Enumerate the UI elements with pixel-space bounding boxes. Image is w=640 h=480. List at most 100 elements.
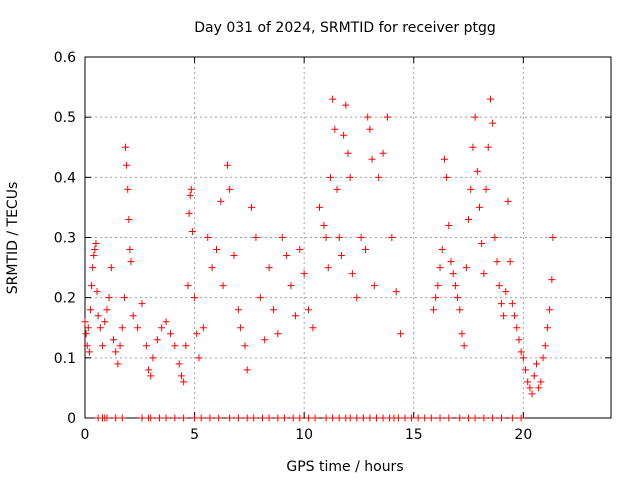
data-point [89, 264, 97, 272]
y-tick-label: 0.5 [54, 110, 76, 126]
data-point [491, 234, 499, 241]
zero-data-point [311, 414, 319, 422]
data-point [309, 324, 317, 332]
data-point [208, 264, 216, 272]
x-tick-label: 5 [190, 427, 199, 443]
data-point [84, 324, 92, 332]
data-point [493, 258, 501, 266]
data-point [447, 258, 455, 266]
data-point [535, 384, 543, 392]
data-point [506, 258, 514, 266]
data-point [454, 294, 462, 302]
data-point [344, 149, 352, 157]
zero-data-point [112, 414, 120, 422]
data-point [467, 185, 475, 193]
zero-data-point [250, 414, 258, 422]
data-point [129, 312, 137, 320]
data-point [125, 215, 133, 223]
data-point [149, 354, 157, 362]
data-point [237, 324, 245, 332]
data-point [158, 324, 166, 332]
data-point [456, 306, 464, 314]
x-tick-label: 15 [405, 427, 423, 443]
data-point [342, 101, 350, 109]
data-point [537, 378, 545, 386]
data-point [153, 336, 161, 344]
data-point [217, 197, 225, 205]
zero-data-point [421, 414, 429, 422]
data-point [530, 372, 538, 380]
data-point [81, 318, 89, 326]
data-point [548, 276, 556, 284]
data-point [357, 234, 365, 241]
data-point [368, 155, 376, 163]
zero-data-point [226, 414, 234, 422]
zero-data-point [353, 414, 361, 422]
zero-data-point [445, 414, 453, 422]
data-point [101, 318, 109, 326]
data-point [166, 330, 174, 338]
data-point [182, 342, 190, 350]
zero-data-point [243, 414, 251, 422]
data-point [103, 306, 111, 314]
data-point [543, 324, 551, 332]
data-point [171, 342, 179, 350]
data-point [388, 234, 396, 241]
data-point [432, 294, 440, 302]
y-tick-label: 0 [67, 411, 76, 427]
data-point [204, 234, 212, 241]
zero-data-point [103, 414, 111, 422]
grid [85, 57, 611, 418]
data-point [397, 330, 405, 338]
data-point [346, 173, 354, 181]
data-point [460, 342, 468, 350]
data-point [300, 270, 308, 278]
data-point [92, 240, 100, 248]
data-point [449, 270, 457, 278]
zero-data-point [171, 414, 179, 422]
zero-data-point [191, 414, 199, 422]
zero-data-point [138, 414, 146, 422]
chart-title: Day 031 of 2024, SRMTID for receiver ptg… [194, 20, 496, 36]
zero-data-point [366, 414, 374, 422]
zero-data-point [206, 414, 214, 422]
data-point [504, 197, 512, 205]
data-point [541, 342, 549, 350]
zero-data-point [489, 414, 497, 422]
x-axis-label: GPS time / hours [286, 459, 403, 475]
x-tick-label: 10 [295, 427, 313, 443]
data-point [188, 227, 196, 235]
zero-data-point [408, 414, 416, 422]
data-point [340, 131, 348, 139]
zero-data-point [322, 414, 330, 422]
data-point [241, 342, 249, 350]
zero-data-point [305, 414, 313, 422]
data-point [186, 191, 194, 199]
zero-data-point [215, 414, 223, 422]
zero-data-point [436, 414, 444, 422]
zero-data-point [289, 414, 297, 422]
data-point [482, 185, 490, 193]
plot-area-frame [84, 56, 612, 419]
data-point [375, 173, 383, 181]
zero-data-point [508, 414, 516, 422]
data-point [513, 324, 521, 332]
data-point [348, 270, 356, 278]
data-point [175, 360, 183, 368]
data-point [180, 378, 188, 386]
zero-data-point [180, 414, 188, 422]
data-point [324, 264, 332, 272]
data-point [90, 252, 98, 260]
data-point [366, 125, 374, 133]
data-point [265, 264, 273, 272]
data-point [93, 288, 101, 296]
data-point [256, 294, 264, 302]
data-point [145, 366, 153, 374]
data-point [147, 372, 155, 380]
data-point [126, 246, 134, 254]
data-point [274, 330, 282, 338]
data-point [546, 306, 554, 314]
data-point [480, 270, 488, 278]
zero-data-point [359, 414, 367, 422]
data-point [162, 318, 170, 326]
